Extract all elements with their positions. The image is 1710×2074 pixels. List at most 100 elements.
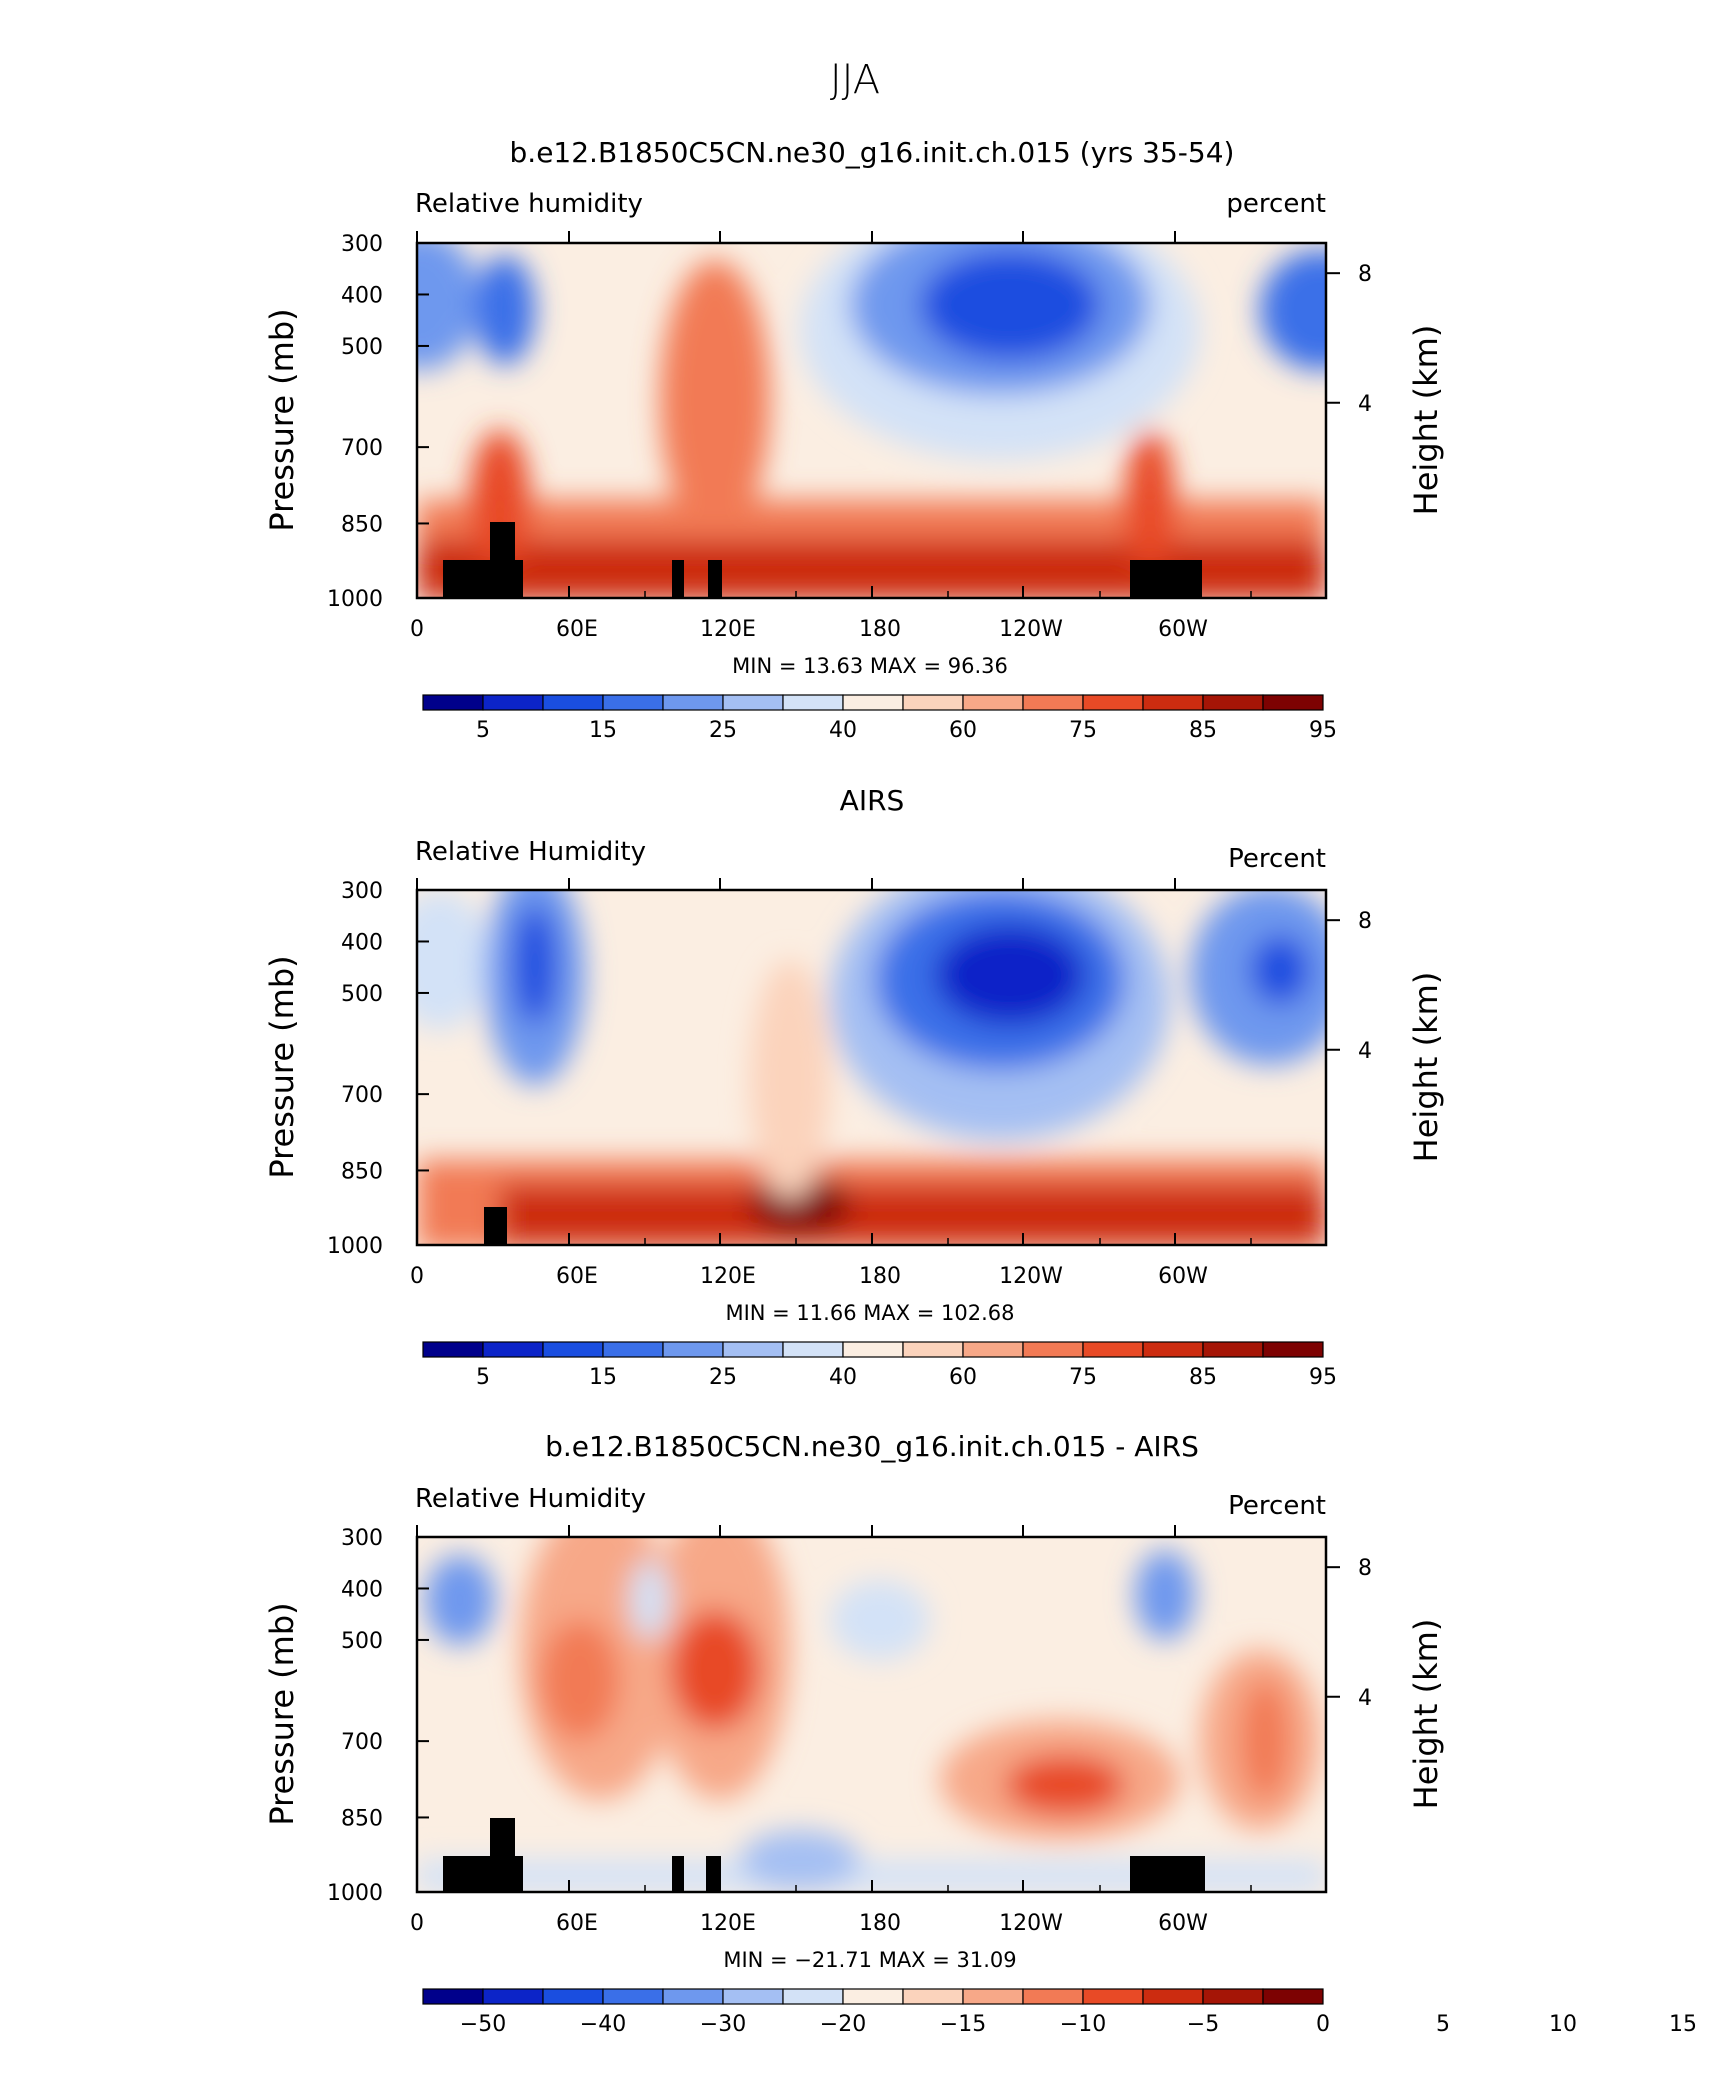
colorbar-label: 5 [1436,2012,1450,2037]
colorbar-swatch [782,1988,844,2005]
colorbar-label: −40 [580,2012,626,2037]
colorbar-label: −10 [1060,2012,1106,2037]
x-tick-label: 0 [410,617,424,642]
min-max-stats: MIN = −21.71 MAX = 31.09 [723,1948,1016,1972]
colorbar-label: 40 [829,718,857,743]
colorbar-swatch [842,1341,904,1358]
colorbar-swatch [782,694,844,711]
colorbar-swatch [902,1341,964,1358]
y-axis-title: Pressure (mb) [263,308,301,531]
colorbar-label: −30 [700,2012,746,2037]
colorbar-swatch [482,1341,544,1358]
x-tick-label: 60W [1158,1264,1208,1289]
y-axis-title: Pressure (mb) [263,1602,301,1825]
y-tick-label: 850 [341,1159,383,1184]
y-right-tick-label: 8 [1358,262,1372,287]
min-max-stats: MIN = 11.66 MAX = 102.68 [725,1301,1014,1325]
colorbar-label: 60 [949,1365,977,1390]
colorbar-swatch [1082,1988,1144,2005]
land-mask [443,1818,1205,1892]
colorbar-swatch [482,694,544,711]
colorbar-label: 15 [589,1365,617,1390]
colorbar-swatch [1142,694,1204,711]
colorbar-label: 25 [709,718,737,743]
x-tick-label: 120E [700,1264,756,1289]
y-tick-label: 500 [341,335,383,360]
y-tick-label: 500 [341,1629,383,1654]
y-tick-label: 300 [341,232,383,257]
right-label: percent [1226,189,1326,219]
colorbar-swatch [1082,694,1144,711]
colorbar-swatch [422,1341,484,1358]
colorbar-swatch [662,1988,724,2005]
colorbar-label: −15 [940,2012,986,2037]
colorbar-swatch [1142,1341,1204,1358]
y-tick-label: 850 [341,1806,383,1831]
y-right-tick-label: 4 [1358,1686,1372,1711]
x-tick-label: 60E [556,1911,598,1936]
land-mask [484,1207,507,1245]
colorbar-swatch [1262,694,1324,711]
x-tick-label: 120W [999,1264,1063,1289]
y-tick-label: 700 [341,1730,383,1755]
y-axis-title-right: Height (km) [1407,325,1445,516]
left-label: Relative humidity [415,189,643,219]
x-tick-label: 60E [556,617,598,642]
land-mask [443,522,1202,598]
colorbar-swatch [1022,694,1084,711]
colorbar-swatch [1082,1341,1144,1358]
colorbar-swatch [662,1341,724,1358]
colorbar-label: 15 [1669,2012,1697,2037]
panel-model: b.e12.B1850C5CN.ne30_g16.init.ch.015 (yr… [263,136,1445,743]
colorbar-swatch [1262,1341,1324,1358]
colorbar-label: −20 [820,2012,866,2037]
colorbar-label: 25 [709,1365,737,1390]
colorbar-swatch [602,694,664,711]
y-right-tick-label: 8 [1358,909,1372,934]
left-label: Relative Humidity [415,837,646,867]
colorbar-swatch [602,1341,664,1358]
colorbar-swatch [1022,1988,1084,2005]
colorbar-label: 75 [1069,1365,1097,1390]
colorbar-swatch [1142,1988,1204,2005]
x-tick-label: 120W [999,617,1063,642]
y-tick-label: 700 [341,1083,383,1108]
y-right-tick-label: 8 [1358,1556,1372,1581]
colorbar-swatch [1022,1341,1084,1358]
colorbar-swatch [902,694,964,711]
colorbar-swatch [962,694,1024,711]
colorbar-swatch [482,1988,544,2005]
colorbar-swatch [1202,694,1264,711]
y-tick-label: 1000 [327,1234,383,1259]
colorbar-label: 10 [1549,2012,1577,2037]
x-tick-label: 180 [859,1264,901,1289]
colorbar-label: 40 [829,1365,857,1390]
x-tick-label: 0 [410,1911,424,1936]
y-tick-label: 500 [341,982,383,1007]
colorbar-label: −5 [1187,2012,1219,2037]
colorbar-label: 5 [476,1365,490,1390]
x-tick-label: 60W [1158,617,1208,642]
panel-title: AIRS [840,784,905,817]
y-tick-label: 300 [341,879,383,904]
colorbar-swatch [602,1988,664,2005]
colorbar-swatch [422,1988,484,2005]
colorbar-label: 0 [1316,2012,1330,2037]
y-tick-label: 700 [341,436,383,461]
x-tick-label: 180 [859,1911,901,1936]
x-tick-label: 60E [556,1264,598,1289]
colorbar-swatch [722,1341,784,1358]
colorbar-label: 85 [1189,1365,1217,1390]
colorbar-label: 95 [1309,718,1337,743]
colorbar-label: 95 [1309,1365,1337,1390]
colorbar-label: 5 [476,718,490,743]
colorbar-swatch [722,694,784,711]
heatmap-field [417,890,1326,1245]
colorbar-swatch [962,1341,1024,1358]
colorbar-swatch [542,1341,604,1358]
y-tick-label: 850 [341,512,383,537]
x-tick-label: 180 [859,617,901,642]
panel-title: b.e12.B1850C5CN.ne30_g16.init.ch.015 (yr… [510,136,1235,169]
colorbar-label: 85 [1189,718,1217,743]
